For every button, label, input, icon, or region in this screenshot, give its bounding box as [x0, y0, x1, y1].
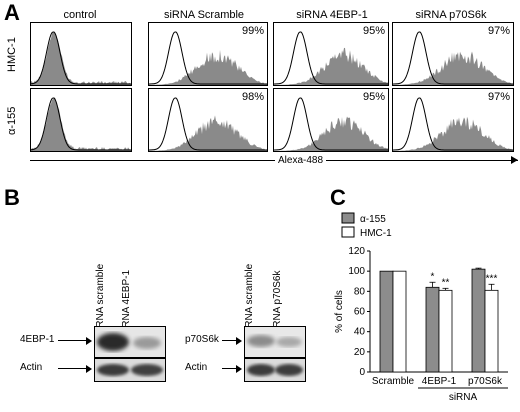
histogram-1-1 — [30, 22, 132, 86]
histogram-fill — [274, 116, 388, 151]
control-outline — [149, 31, 267, 85]
arrow-head-p70s6k — [236, 337, 242, 345]
label-p70s6k: p70S6k — [185, 334, 219, 345]
percentage-label: 97% — [487, 25, 510, 37]
label-actin-left: Actin — [20, 362, 43, 373]
control-outline — [149, 97, 267, 151]
percentage-label: 98% — [241, 91, 264, 103]
bar-HMC1-p70S6k — [484, 289, 499, 373]
legend-label: α-155 — [360, 214, 386, 225]
bar-HMC1-Scramble — [392, 270, 407, 373]
x-tick-label: Scramble — [372, 376, 415, 387]
x-tick-label: p70S6k — [468, 376, 503, 387]
histogram-2-4: 97% — [392, 88, 514, 152]
arrow-head-4ebp1 — [86, 337, 92, 345]
histogram-fill — [274, 47, 388, 85]
bar-chart: α-155 HMC-1 0 20 40 60 80 100 120 % of cells Scram… — [334, 212, 508, 403]
percentage-label: 95% — [362, 25, 385, 37]
control-outline — [31, 31, 131, 85]
histogram-2-3: 95% — [273, 88, 389, 152]
histogram-1-3: 95% — [273, 22, 389, 86]
significance-mark: * — [431, 271, 435, 282]
lane-label-scramble-right: siRNA scramble — [244, 263, 255, 335]
y-tick-label: 60 — [354, 307, 366, 318]
histogram-fill — [31, 31, 131, 85]
y-tick-label: 0 — [359, 367, 365, 378]
y-axis-label: % of cells — [334, 290, 345, 333]
histogram-fill — [393, 116, 513, 151]
histogram-2-2: 98% — [148, 88, 268, 152]
control-outline — [274, 31, 388, 85]
control-outline — [274, 97, 388, 151]
percentage-label: 97% — [487, 91, 510, 103]
label-4ebp1: 4EBP-1 — [20, 334, 55, 345]
row-header-a155: α-155 — [6, 106, 18, 136]
y-tick-label: 100 — [348, 266, 365, 277]
significance-mark: ** — [442, 277, 450, 288]
arrow-head-actin-right — [236, 365, 242, 373]
panel-c-letter: C — [330, 185, 346, 210]
histogram-1-2: 99% — [148, 22, 268, 86]
blot-p70s6k — [244, 326, 306, 358]
histogram-fill — [149, 115, 267, 151]
histogram-fill — [31, 97, 131, 151]
y-tick-label: 80 — [354, 286, 366, 297]
legend-label: HMC-1 — [360, 228, 392, 239]
column-header-p70s6k: siRNA p70S6k — [415, 9, 487, 21]
x-axis-arrow-head — [511, 156, 518, 164]
percentage-label: 99% — [241, 25, 264, 37]
y-tick-label: 120 — [348, 246, 365, 257]
control-outline — [31, 97, 131, 151]
column-header-4ebp1: siRNA 4EBP-1 — [296, 9, 368, 21]
arrow-line-actin-right — [222, 368, 238, 369]
arrow-line-p70s6k — [222, 340, 238, 341]
x-axis-arrow-line — [30, 160, 518, 161]
histogram-fill — [149, 49, 267, 85]
arrow-line-4ebp1 — [58, 340, 88, 341]
y-tick-label: 20 — [354, 347, 366, 358]
blot-actin-right — [244, 358, 306, 382]
y-tick-label: 40 — [354, 327, 366, 338]
column-header-scramble: siRNA Scramble — [163, 9, 245, 21]
bar-155-Scramble — [379, 270, 394, 373]
legend-swatch — [341, 226, 355, 238]
percentage-label: 95% — [362, 91, 385, 103]
x-tick-label: 4EBP-1 — [422, 376, 457, 387]
arrow-line-actin-left — [58, 368, 88, 369]
significance-mark: *** — [486, 273, 498, 284]
blot-4ebp1 — [94, 326, 166, 358]
x-axis-label: siRNA — [449, 392, 478, 403]
control-outline — [393, 97, 513, 151]
legend-swatch — [341, 212, 355, 224]
histogram-1-4: 97% — [392, 22, 514, 86]
column-header-control: control — [63, 9, 97, 21]
histogram-fill — [393, 51, 513, 85]
bar-HMC1-4EBP1 — [438, 289, 453, 373]
bar-155-4EBP1 — [425, 286, 440, 373]
blot-actin-left — [94, 358, 166, 382]
arrow-head-actin-left — [86, 365, 92, 373]
row-header-hmc1: HMC-1 — [6, 37, 18, 73]
control-outline — [393, 31, 513, 85]
lane-label-scramble-left: siRNA scramble — [95, 263, 106, 335]
panel-b-letter: B — [4, 185, 20, 210]
panel-a-letter: A — [4, 0, 20, 25]
bar-155-p70S6k — [471, 268, 486, 373]
x-axis-label: Alexa-488 — [275, 155, 327, 166]
label-actin-right: Actin — [185, 362, 208, 373]
histogram-2-1 — [30, 88, 132, 152]
